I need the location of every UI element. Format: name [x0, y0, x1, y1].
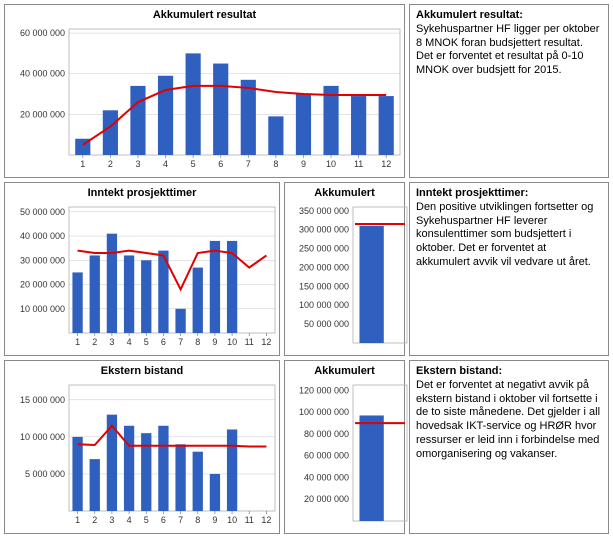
svg-text:1: 1 — [75, 337, 80, 347]
svg-text:10: 10 — [227, 515, 237, 525]
chart-title: Akkumulert — [291, 187, 398, 199]
svg-text:100 000 000: 100 000 000 — [299, 407, 349, 417]
svg-text:6: 6 — [161, 337, 166, 347]
svg-text:100 000 000: 100 000 000 — [299, 300, 349, 310]
svg-text:12: 12 — [381, 159, 391, 169]
svg-text:10 000 000: 10 000 000 — [20, 432, 65, 442]
text-panel-ekstern: Ekstern bistand: Det er forventet at neg… — [409, 360, 609, 534]
svg-text:40 000 000: 40 000 000 — [20, 69, 65, 79]
chart-title: Akkumulert resultat — [11, 9, 398, 21]
chart-title: Akkumulert — [291, 365, 398, 377]
row-1: Akkumulert resultat 20 000 000 40 000 000… — [4, 4, 609, 178]
svg-text:12: 12 — [261, 515, 271, 525]
svg-text:9: 9 — [301, 159, 306, 169]
svg-text:10: 10 — [326, 159, 336, 169]
svg-text:150 000 000: 150 000 000 — [299, 281, 349, 291]
text-title: Akkumulert resultat: — [416, 9, 523, 21]
chart-inntekt-prosjekttimer: 10 000 000 20 000 000 30 000 000 40 000 000… — [11, 201, 281, 351]
text-title: Inntekt prosjekttimer: — [416, 187, 528, 199]
text-panel-akkumulert-resultat: Akkumulert resultat: Sykehuspartner HF l… — [409, 4, 609, 178]
svg-text:15 000 000: 15 000 000 — [20, 395, 65, 405]
chart-panel-akkumulert-resultat: Akkumulert resultat 20 000 000 40 000 000… — [4, 4, 405, 178]
chart-title: Inntekt prosjekttimer — [11, 187, 273, 199]
svg-text:9: 9 — [212, 337, 217, 347]
svg-text:10 000 000: 10 000 000 — [20, 304, 65, 314]
text-body: Det er forventet at negativt avvik på ek… — [416, 379, 600, 460]
svg-text:120 000 000: 120 000 000 — [299, 385, 349, 395]
svg-text:4: 4 — [127, 515, 132, 525]
row-3: Ekstern bistand 5 000 000 10 000 000 15 00… — [4, 360, 609, 534]
svg-text:7: 7 — [178, 515, 183, 525]
svg-text:250 000 000: 250 000 000 — [299, 244, 349, 254]
svg-text:50 000 000: 50 000 000 — [304, 319, 349, 329]
svg-text:40 000 000: 40 000 000 — [20, 231, 65, 241]
svg-text:300 000 000: 300 000 000 — [299, 225, 349, 235]
row-2: Inntekt prosjekttimer 10 000 000 20 000 0… — [4, 182, 609, 356]
svg-text:50 000 000: 50 000 000 — [20, 207, 65, 217]
svg-text:200 000 000: 200 000 000 — [299, 262, 349, 272]
svg-text:7: 7 — [246, 159, 251, 169]
svg-text:9: 9 — [212, 515, 217, 525]
text-body: Den positive utviklingen fortsetter og S… — [416, 201, 593, 268]
chart-akkumulert-resultat: 20 000 00040 000 00060 000 0001234567891… — [11, 23, 406, 173]
svg-text:8: 8 — [273, 159, 278, 169]
svg-text:4: 4 — [127, 337, 132, 347]
svg-text:10: 10 — [227, 337, 237, 347]
svg-text:6: 6 — [161, 515, 166, 525]
chart-akkumulert-inntekt: 50 000 000 100 000 000 150 000 000 200 000 … — [291, 201, 411, 351]
chart-akkumulert-ekstern: 20 000 000 40 000 000 60 000 000 80 000 000… — [291, 379, 411, 529]
svg-text:1: 1 — [80, 159, 85, 169]
svg-text:8: 8 — [195, 515, 200, 525]
svg-text:11: 11 — [245, 337, 254, 347]
svg-text:3: 3 — [109, 515, 114, 525]
svg-text:350 000 000: 350 000 000 — [299, 206, 349, 216]
akk-panel-ekstern: Akkumulert 20 000 000 40 000 000 60 000 00… — [284, 360, 405, 534]
svg-text:7: 7 — [178, 337, 183, 347]
text-title: Ekstern bistand: — [416, 365, 502, 377]
svg-text:6: 6 — [218, 159, 223, 169]
svg-text:30 000 000: 30 000 000 — [20, 255, 65, 265]
svg-text:11: 11 — [354, 159, 363, 169]
svg-text:11: 11 — [245, 515, 254, 525]
chart-panel-ekstern: Ekstern bistand 5 000 000 10 000 000 15 00… — [4, 360, 280, 534]
svg-text:60 000 000: 60 000 000 — [304, 451, 349, 461]
svg-text:1: 1 — [75, 515, 80, 525]
svg-text:3: 3 — [109, 337, 114, 347]
svg-text:2: 2 — [108, 159, 113, 169]
svg-text:80 000 000: 80 000 000 — [304, 429, 349, 439]
svg-text:2: 2 — [92, 515, 97, 525]
chart-panel-inntekt: Inntekt prosjekttimer 10 000 000 20 000 0… — [4, 182, 280, 356]
svg-text:5: 5 — [191, 159, 196, 169]
svg-text:12: 12 — [261, 337, 271, 347]
svg-text:60 000 000: 60 000 000 — [20, 28, 65, 38]
svg-text:5 000 000: 5 000 000 — [25, 469, 65, 479]
svg-text:8: 8 — [195, 337, 200, 347]
text-body: Sykehuspartner HF ligger per oktober 8 M… — [416, 23, 599, 76]
svg-text:5: 5 — [144, 515, 149, 525]
chart-ekstern-bistand: 5 000 00010 000 00015 000 00012345678910… — [11, 379, 281, 529]
svg-text:5: 5 — [144, 337, 149, 347]
svg-text:2: 2 — [92, 337, 97, 347]
chart-title: Ekstern bistand — [11, 365, 273, 377]
svg-text:20 000 000: 20 000 000 — [20, 109, 65, 119]
svg-text:20 000 000: 20 000 000 — [20, 280, 65, 290]
svg-text:4: 4 — [163, 159, 168, 169]
akk-panel-inntekt: Akkumulert 50 000 000 100 000 000 150 000 … — [284, 182, 405, 356]
svg-text:3: 3 — [135, 159, 140, 169]
text-panel-inntekt: Inntekt prosjekttimer: Den positive utvi… — [409, 182, 609, 356]
svg-text:40 000 000: 40 000 000 — [304, 472, 349, 482]
svg-text:20 000 000: 20 000 000 — [304, 494, 349, 504]
